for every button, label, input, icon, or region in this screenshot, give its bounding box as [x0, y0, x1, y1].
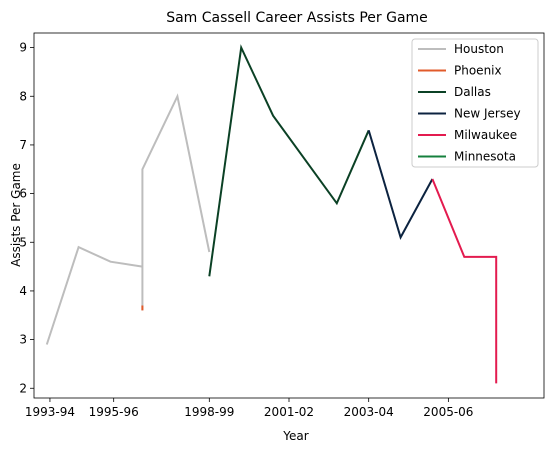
y-tick-label: 4 — [19, 284, 27, 298]
legend-entry-milwaukee: Milwaukee — [454, 128, 517, 142]
legend-entry-new-jersey: New Jersey — [454, 107, 521, 121]
y-tick-label: 6 — [19, 187, 27, 201]
y-axis-label: Assists Per Game — [9, 163, 23, 267]
legend-frame — [411, 38, 539, 168]
x-tick-label: 1995-96 — [89, 405, 139, 419]
x-tick-label: 2001-02 — [264, 405, 314, 419]
x-axis-label: Year — [282, 429, 308, 443]
x-axis-ticks: 1993-94 1995-96 1998-99 2001-02 2003-04 2005-… — [25, 398, 473, 419]
legend-entry-minnesota: Minnesota — [454, 150, 516, 164]
x-tick-label: 1993-94 — [25, 405, 75, 419]
chart-title: Sam Cassell Career Assists Per Game — [166, 10, 428, 26]
y-tick-label: 9 — [19, 41, 27, 55]
series-line-dallas — [208, 44, 370, 277]
series-line-milwaukee — [431, 178, 498, 384]
legend: Houston Phoenix Dallas New Jersey Milwaukee M… — [411, 38, 539, 168]
y-tick-label: 2 — [19, 381, 27, 395]
series-lines — [45, 44, 498, 384]
series-line-new-jersey — [367, 130, 434, 240]
legend-entry-houston: Houston — [454, 42, 504, 56]
x-tick-label: 1998-99 — [184, 405, 234, 419]
series-line-houston — [45, 93, 211, 345]
y-tick-label: 3 — [19, 333, 27, 347]
x-tick-label: 2005-06 — [423, 405, 473, 419]
x-tick-label: 2003-04 — [344, 405, 394, 419]
y-axis-ticks: 2 3 4 5 6 7 8 9 — [19, 41, 34, 395]
legend-entry-dallas: Dallas — [454, 85, 491, 99]
y-tick-label: 7 — [19, 138, 27, 152]
legend-entry-phoenix: Phoenix — [454, 64, 502, 78]
y-tick-label: 8 — [19, 89, 27, 103]
y-tick-label: 5 — [19, 235, 27, 249]
